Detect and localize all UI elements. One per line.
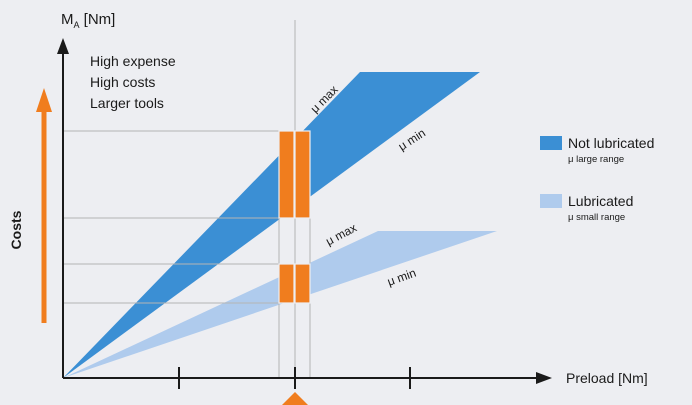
expense-note-1: High expense [90, 53, 176, 69]
cost-arrow-head-icon [36, 88, 52, 112]
legend-title-lubricated: Lubricated [568, 193, 633, 209]
scatter-bar-lubricated-left [278, 263, 295, 304]
legend-swatch-lubricated [540, 194, 562, 208]
legend-swatch-not-lubricated [540, 136, 562, 150]
legend: Not lubricated μ large range Lubricated … [540, 135, 654, 223]
legend-subtitle-not-lubricated: μ large range [568, 154, 624, 165]
expense-note-2: High costs [90, 74, 155, 90]
x-axis-label: Preload [Nm] [566, 370, 648, 386]
y-axis-arrow-icon [57, 38, 69, 54]
scatter-bars [278, 130, 311, 304]
legend-subtitle-lubricated: μ small range [568, 212, 625, 223]
cost-label: Costs [8, 210, 24, 249]
scatter-bar-lubricated-right [294, 263, 311, 304]
scatter-bar-not-lubricated-left [278, 130, 295, 219]
x-axis-arrow-icon [536, 372, 552, 384]
lubricated-band [63, 231, 497, 378]
horizontal-guides [63, 130, 310, 304]
y-axis-title: MA [Nm] [61, 11, 115, 30]
scatter-bar-not-lubricated-right [294, 130, 311, 219]
lubricated-mu-min-label: μ min [385, 266, 418, 289]
not-lubricated-band [63, 72, 480, 378]
expense-notes: High expense High costs Larger tools [90, 53, 176, 111]
expense-note-3: Larger tools [90, 95, 164, 111]
x-ticks [178, 367, 411, 389]
legend-title-not-lubricated: Not lubricated [568, 135, 654, 151]
preload-marker-icon [282, 392, 308, 405]
